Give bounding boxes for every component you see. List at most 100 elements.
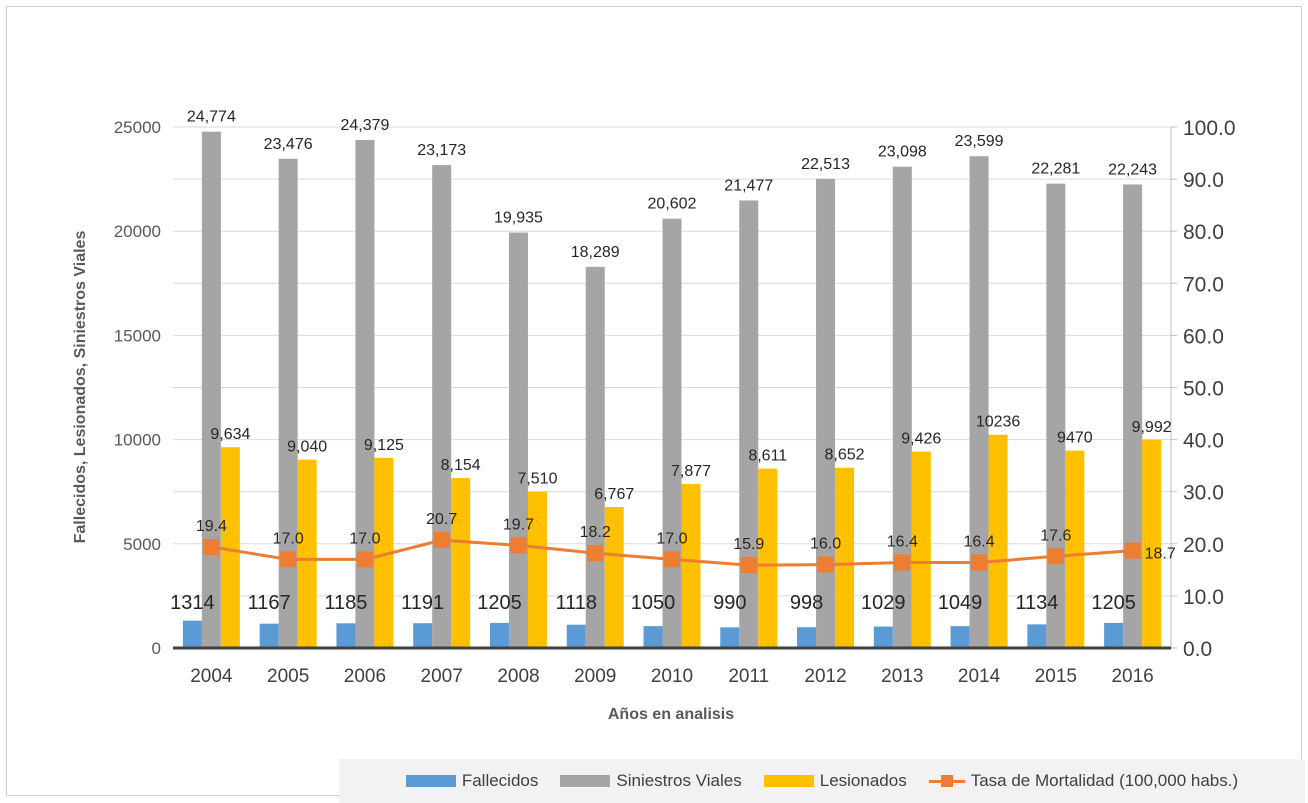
legend-label-fallecidos: Fallecidos xyxy=(461,771,539,790)
y2-tick-label: 40.0 xyxy=(1183,430,1224,453)
bar-fallecidos xyxy=(873,626,893,648)
data-label-lesionados: 7,877 xyxy=(671,463,711,480)
data-label-tasa: 17.0 xyxy=(349,530,380,547)
x-tick-label: 2010 xyxy=(651,666,693,687)
axes: 0 5000 10000 15000 20000 25000 0.0 10.0 20.0 30.0… xyxy=(114,117,1236,687)
data-label-fallecidos: 1134 xyxy=(1015,592,1058,614)
data-label-siniestros: 22,513 xyxy=(801,156,850,173)
legend-label-tasa: Tasa de Mortalidad (100,000 habs.) xyxy=(970,771,1239,790)
data-label-lesionados: 9,426 xyxy=(901,431,941,448)
x-tick-label: 2006 xyxy=(344,666,386,687)
x-tick-label: 2004 xyxy=(190,666,233,687)
data-label-lesionados: 9470 xyxy=(1057,430,1093,447)
data-label-fallecidos: 1205 xyxy=(477,592,522,614)
data-label-fallecidos: 998 xyxy=(790,592,823,614)
data-label-tasa: 16.4 xyxy=(887,534,918,551)
data-label-fallecidos: 990 xyxy=(713,592,746,614)
data-label-lesionados: 6,767 xyxy=(594,486,634,503)
bar-fallecidos xyxy=(182,620,202,648)
legend-item-siniestros: Siniestros Viales xyxy=(560,771,742,791)
mortality-point xyxy=(587,545,604,562)
bar-lesionados xyxy=(451,478,471,648)
bar-siniestros-viales xyxy=(585,266,605,648)
data-label-lesionados: 8,611 xyxy=(748,448,787,465)
legend-swatch-fallecidos xyxy=(405,775,456,787)
data-label-lesionados: 9,634 xyxy=(210,426,250,443)
bar-lesionados xyxy=(220,447,240,648)
data-label-lesionados: 7,510 xyxy=(517,470,557,487)
legend-label-lesionados: Lesionados xyxy=(819,771,907,790)
data-label-lesionados: 8,154 xyxy=(441,457,481,474)
bar-siniestros-viales xyxy=(432,165,452,648)
bar-lesionados xyxy=(1065,450,1085,648)
data-label-tasa: 19.4 xyxy=(196,518,227,535)
data-label-fallecidos: 1191 xyxy=(401,592,444,614)
data-label-tasa: 18.7 xyxy=(1145,546,1176,563)
bar-fallecidos xyxy=(489,622,509,648)
mortality-point xyxy=(1047,548,1064,565)
data-label-fallecidos: 1118 xyxy=(555,592,597,614)
data-label-siniestros: 18,289 xyxy=(571,244,620,261)
bar-siniestros-viales xyxy=(1123,184,1143,649)
x-tick-label: 2009 xyxy=(574,666,616,687)
bar-fallecidos xyxy=(1027,624,1047,648)
x-axis-title: Años en analisis xyxy=(608,706,734,723)
legend-swatch-tasa xyxy=(928,775,965,787)
y2-tick-label: 50.0 xyxy=(1183,378,1224,401)
bar-fallecidos xyxy=(1104,622,1124,648)
bar-siniestros-viales xyxy=(355,139,375,648)
data-label-lesionados: 10236 xyxy=(976,414,1021,431)
bar-siniestros-viales xyxy=(892,166,912,648)
legend-label-siniestros: Siniestros Viales xyxy=(616,771,742,790)
legend: Fallecidos Siniestros Viales Lesionados … xyxy=(339,759,1305,803)
data-label-lesionados: 8,652 xyxy=(825,447,865,464)
data-label-fallecidos: 1167 xyxy=(248,592,291,614)
bar-siniestros-viales xyxy=(969,156,989,648)
data-label-lesionados: 9,992 xyxy=(1132,419,1172,436)
bar-fallecidos xyxy=(797,627,817,648)
x-tick-label: 2005 xyxy=(267,666,309,687)
bar-lesionados xyxy=(988,434,1008,648)
legend-item-lesionados: Lesionados xyxy=(763,771,907,791)
data-label-fallecidos: 1049 xyxy=(938,592,983,614)
mortality-point xyxy=(1124,542,1141,559)
bar-fallecidos xyxy=(336,623,356,648)
bar-lesionados xyxy=(681,483,701,648)
mortality-line xyxy=(203,532,1141,574)
mortality-point xyxy=(664,551,680,568)
x-tick-label: 2007 xyxy=(421,666,463,687)
data-label-siniestros: 21,477 xyxy=(724,177,773,194)
bar-fallecidos xyxy=(566,624,586,648)
data-label-tasa: 15.9 xyxy=(733,536,764,553)
bar-siniestros-viales xyxy=(278,158,298,648)
bar-lesionados xyxy=(835,467,855,648)
bar-lesionados xyxy=(1142,439,1162,648)
legend-item-fallecidos: Fallecidos xyxy=(405,771,539,791)
mortality-point xyxy=(433,532,450,549)
data-label-tasa: 19.7 xyxy=(503,516,534,533)
bar-lesionados xyxy=(374,457,394,648)
mortality-point xyxy=(356,551,373,568)
data-labels: 24,774 23,476 24,379 23,173 19,935 18,289 20,6… xyxy=(170,109,1176,614)
bar-lesionados xyxy=(604,506,624,648)
bar-siniestros-viales xyxy=(201,131,221,648)
data-label-tasa: 16.4 xyxy=(964,534,995,551)
mortality-point xyxy=(894,554,911,571)
x-tick-label: 2008 xyxy=(497,666,539,687)
legend-swatch-lesionados xyxy=(763,775,814,787)
y-tick-label: 5000 xyxy=(123,535,161,554)
y2-tick-label: 20.0 xyxy=(1183,534,1224,557)
y2-tick-label: 10.0 xyxy=(1183,586,1224,609)
bar-fallecidos xyxy=(643,626,663,648)
mortality-point xyxy=(971,554,988,571)
mortality-point xyxy=(740,557,757,574)
y-tick-label: 20000 xyxy=(114,222,161,241)
data-label-tasa: 16.0 xyxy=(810,536,841,553)
data-label-tasa: 20.7 xyxy=(426,511,457,528)
chart-frame: 0 5000 10000 15000 20000 25000 0.0 10.0 20.0 30.0… xyxy=(6,6,1305,803)
data-label-siniestros: 22,281 xyxy=(1031,161,1080,178)
bar-siniestros-viales xyxy=(1046,183,1066,649)
bar-siniestros-viales xyxy=(508,232,528,648)
x-tick-label: 2013 xyxy=(881,666,923,687)
data-label-siniestros: 23,098 xyxy=(878,144,927,161)
